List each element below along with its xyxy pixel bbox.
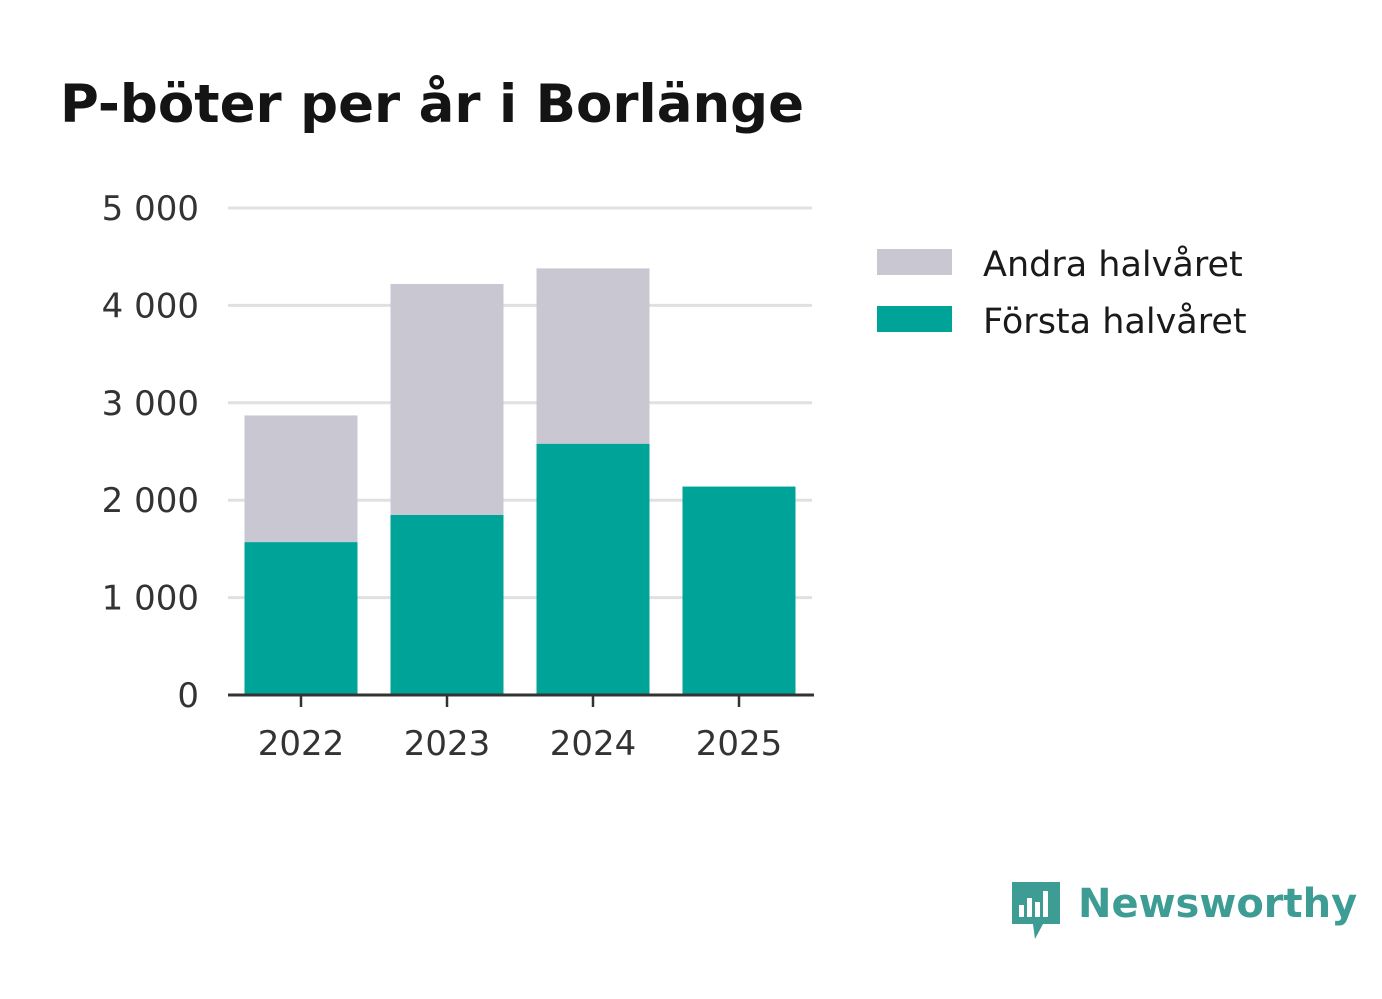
chart-title: P-böter per år i Borlänge xyxy=(60,74,804,135)
y-tick-label: 5 000 xyxy=(102,189,199,229)
x-tick-label: 2023 xyxy=(404,724,491,764)
bars xyxy=(244,268,796,695)
brand-name: Newsworthy xyxy=(1078,881,1357,927)
legend-label: Första halvåret xyxy=(983,301,1247,342)
bar-f-rsta-halv-ret-2024 xyxy=(536,443,650,695)
legend: Andra halvåret Första halvåret xyxy=(877,244,1247,342)
speech-bubble-bar-chart-icon xyxy=(1012,882,1060,939)
bar-f-rsta-halv-ret-2022 xyxy=(244,542,358,695)
bar-andra-halv-ret-2024 xyxy=(536,268,650,444)
y-tick-label: 0 xyxy=(177,676,199,716)
y-tick-label: 2 000 xyxy=(102,481,199,521)
legend-label: Andra halvåret xyxy=(983,244,1243,285)
bar-andra-halv-ret-2023 xyxy=(390,283,504,515)
y-tick-label: 4 000 xyxy=(102,286,199,326)
bar-andra-halv-ret-2022 xyxy=(244,415,358,543)
y-tick-label: 3 000 xyxy=(102,384,199,424)
y-tick-label: 1 000 xyxy=(102,579,199,619)
bar-f-rsta-halv-ret-2025 xyxy=(682,486,796,695)
x-tick-label: 2024 xyxy=(550,724,637,764)
axes: 0 1 000 2 000 3 000 4 000 5 000 2022 2023 2024 20… xyxy=(102,189,814,764)
x-tick-label: 2025 xyxy=(696,724,783,764)
brand-logo: Newsworthy xyxy=(1012,881,1357,939)
bar-f-rsta-halv-ret-2023 xyxy=(390,514,504,695)
x-tick-label: 2022 xyxy=(258,724,345,764)
legend-swatch xyxy=(877,249,952,275)
legend-swatch xyxy=(877,306,952,332)
